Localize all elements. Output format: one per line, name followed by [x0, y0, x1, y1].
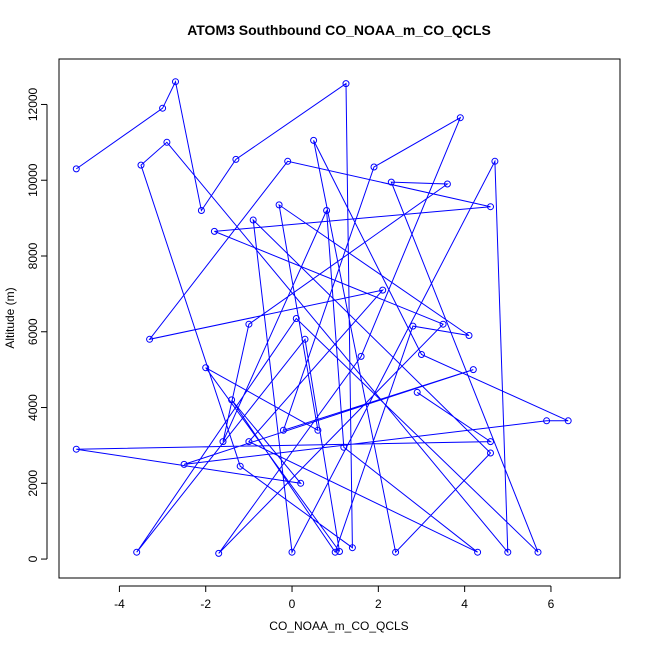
data-point — [180, 460, 188, 468]
data-point — [210, 227, 218, 235]
data-point — [310, 136, 318, 144]
x-axis-title: CO_NOAA_m_CO_QCLS — [269, 619, 408, 633]
data-point — [137, 161, 145, 169]
chart-title: ATOM3 Southbound CO_NOAA_m_CO_QCLS — [187, 22, 491, 38]
data-point — [487, 438, 494, 446]
data-point — [275, 201, 283, 209]
data-point — [72, 445, 80, 453]
data-point — [232, 155, 240, 163]
data-point — [228, 396, 236, 404]
x-tick-label: -2 — [200, 597, 211, 611]
data-point — [245, 438, 253, 446]
data-point — [487, 449, 494, 457]
data-point — [72, 165, 80, 173]
data-point — [249, 216, 257, 224]
data-point — [340, 443, 348, 451]
plot-frame — [58, 58, 621, 579]
data-point — [331, 548, 339, 556]
data-point — [197, 207, 205, 214]
data-point — [534, 548, 542, 556]
data-point — [146, 335, 154, 343]
data-point — [387, 178, 395, 186]
data-point — [236, 462, 244, 470]
x-tick-label: 6 — [548, 597, 555, 611]
data-point — [292, 315, 300, 322]
data-point — [469, 366, 477, 374]
data-point — [413, 388, 421, 396]
y-tick-label: 8000 — [26, 242, 40, 269]
data-point — [301, 335, 309, 343]
data-point — [336, 548, 343, 555]
data-point — [504, 548, 512, 556]
data-point — [297, 479, 305, 487]
data-point — [133, 548, 141, 556]
x-tick-label: 0 — [289, 597, 296, 611]
data-point — [456, 114, 464, 122]
data-point — [172, 78, 179, 86]
data-layer — [72, 78, 572, 557]
data-point — [163, 138, 171, 146]
data-point — [284, 157, 292, 165]
data-point — [543, 417, 551, 425]
data-point — [379, 286, 387, 294]
data-point — [487, 203, 494, 211]
y-tick-label: 2000 — [26, 470, 40, 497]
y-tick-label: 0 — [26, 555, 40, 562]
x-tick-label: 4 — [461, 597, 468, 611]
data-point — [245, 320, 253, 328]
data-point — [443, 180, 451, 188]
data-point — [314, 426, 322, 434]
y-tick-label: 4000 — [26, 394, 40, 421]
data-point — [564, 417, 572, 425]
x-tick-label: -4 — [114, 597, 125, 611]
data-point — [370, 163, 378, 171]
y-tick-label: 6000 — [26, 318, 40, 345]
x-axis: -4 -2 0 2 4 6 — [114, 585, 555, 611]
y-axis: 0 2000 4000 6000 8000 10000 12000 — [26, 87, 48, 562]
data-point — [159, 104, 167, 112]
data-point — [491, 157, 499, 165]
data-point — [439, 320, 447, 328]
x-tick-label: 2 — [375, 597, 382, 611]
data-point — [348, 544, 356, 552]
data-point — [418, 351, 425, 358]
data-point — [342, 80, 350, 88]
data-point — [474, 548, 482, 556]
data-point — [288, 548, 296, 556]
y-axis-title: Altitude (m) — [3, 287, 17, 348]
y-tick-label: 12000 — [26, 87, 40, 121]
data-point — [409, 322, 417, 330]
series-line — [76, 80, 569, 554]
data-point — [202, 364, 210, 372]
data-point — [279, 426, 287, 434]
data-point — [219, 438, 227, 446]
data-point — [465, 332, 473, 339]
data-point — [323, 207, 331, 214]
y-tick-label: 10000 — [26, 163, 40, 197]
data-point — [215, 549, 223, 557]
data-point — [392, 548, 400, 556]
data-point — [357, 352, 365, 360]
